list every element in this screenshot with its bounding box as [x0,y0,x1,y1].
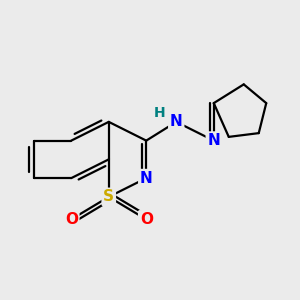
Text: S: S [103,189,114,204]
Text: O: O [140,212,153,227]
Text: H: H [154,106,166,120]
Text: O: O [65,212,78,227]
Text: N: N [170,114,183,129]
Text: N: N [140,171,153,186]
Text: N: N [207,133,220,148]
